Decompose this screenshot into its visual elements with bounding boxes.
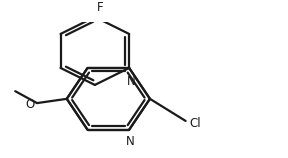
Text: F: F <box>97 1 103 14</box>
Text: Cl: Cl <box>190 117 201 130</box>
Text: N: N <box>127 75 135 88</box>
Text: N: N <box>126 135 134 148</box>
Text: O: O <box>26 98 35 111</box>
